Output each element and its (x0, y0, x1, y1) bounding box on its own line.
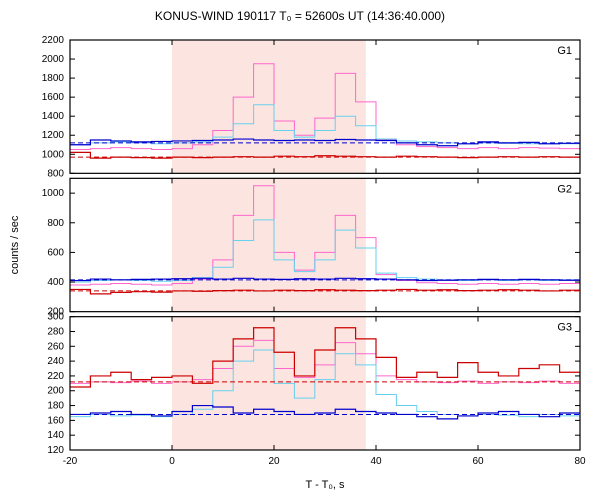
ytick-label: 140 (47, 430, 64, 441)
x-axis-label: T - T₀, s (306, 479, 345, 491)
xtick-label: 40 (370, 456, 382, 467)
panel-label: G1 (557, 45, 572, 57)
chart-svg: KONUS-WIND 190117 T₀ = 52600s UT (14:36:… (0, 0, 600, 500)
ytick-label: 400 (47, 277, 64, 288)
ytick-label: 2000 (42, 54, 65, 65)
ytick-label: 160 (47, 415, 64, 426)
ytick-label: 600 (47, 247, 64, 258)
ytick-label: 200 (47, 386, 64, 397)
y-axis-label: counts / sec (9, 215, 21, 274)
ytick-label: 220 (47, 371, 64, 382)
ytick-label: 1200 (42, 130, 65, 141)
ytick-label: 280 (47, 326, 64, 337)
ytick-label: 1400 (42, 111, 65, 122)
ytick-label: 1000 (42, 188, 65, 199)
ytick-label: 180 (47, 401, 64, 412)
ytick-label: 800 (47, 168, 64, 179)
ytick-label: 1600 (42, 92, 65, 103)
chart-title: KONUS-WIND 190117 T₀ = 52600s UT (14:36:… (155, 9, 445, 23)
panel-label: G2 (557, 183, 572, 195)
ytick-label: 1800 (42, 73, 65, 84)
xtick-label: 20 (268, 456, 280, 467)
highlight-band (172, 40, 366, 173)
chart-container: KONUS-WIND 190117 T₀ = 52600s UT (14:36:… (0, 0, 600, 500)
ytick-label: 300 (47, 312, 64, 323)
xtick-label: -20 (63, 456, 78, 467)
ytick-label: 800 (47, 218, 64, 229)
ytick-label: 2200 (42, 35, 65, 46)
xtick-label: 0 (169, 456, 175, 467)
xtick-label: 60 (472, 456, 484, 467)
panel-label: G3 (557, 322, 572, 334)
ytick-label: 1000 (42, 149, 65, 160)
ytick-label: 260 (47, 341, 64, 352)
ytick-label: 120 (47, 445, 64, 456)
ytick-label: 240 (47, 356, 64, 367)
xtick-label: 80 (574, 456, 586, 467)
